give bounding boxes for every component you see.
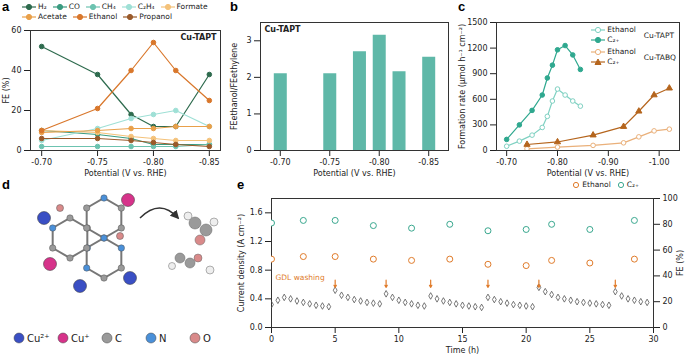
- svg-text:-0.70: -0.70: [31, 158, 52, 167]
- svg-text:0: 0: [482, 146, 487, 155]
- html-text:e: e: [237, 177, 245, 192]
- svg-text:900: 900: [472, 69, 487, 78]
- html-text:c: c: [458, 0, 466, 14]
- svg-text:1200: 1200: [467, 44, 487, 53]
- svg-text:60: 60: [663, 246, 673, 255]
- svg-text:20: 20: [11, 106, 21, 115]
- html-text:Formate: Formate: [176, 2, 208, 11]
- svg-text:25: 25: [585, 335, 595, 344]
- svg-text:600: 600: [472, 95, 487, 104]
- svg-text:GDL washing: GDL washing: [276, 273, 325, 282]
- svg-text:20: 20: [663, 297, 673, 306]
- svg-text:-0.70: -0.70: [496, 158, 517, 167]
- html-text:Propanol: Propanol: [139, 12, 172, 21]
- svg-text:30: 30: [648, 335, 658, 344]
- svg-text:5: 5: [333, 335, 338, 344]
- html-text:Ethanol: Ethanol: [607, 25, 636, 34]
- svg-text:Cu-TAPT: Cu-TAPT: [265, 25, 302, 34]
- svg-text:0: 0: [16, 146, 21, 155]
- svg-text:-0.70: -0.70: [270, 158, 291, 167]
- html-text:C₂H₄: C₂H₄: [137, 2, 155, 11]
- html-text:b: b: [230, 0, 238, 14]
- svg-text:80: 80: [663, 220, 673, 229]
- html-text:d: d: [2, 177, 10, 192]
- svg-text:-0.80: -0.80: [143, 158, 164, 167]
- svg-text:1.2: 1.2: [250, 237, 263, 246]
- svg-text:0: 0: [663, 323, 668, 332]
- svg-text:20: 20: [521, 335, 531, 344]
- svg-text:-0.85: -0.85: [418, 158, 439, 167]
- svg-text:300: 300: [472, 120, 487, 129]
- html-text:H₂: H₂: [38, 2, 47, 11]
- svg-text:Cu²⁺: Cu²⁺: [27, 333, 50, 344]
- svg-text:0.8: 0.8: [250, 266, 263, 275]
- html-text:Acetate: Acetate: [38, 12, 67, 21]
- svg-text:Potential (V vs. RHE): Potential (V vs. RHE): [313, 169, 395, 178]
- html-text:Cu-TAPT: Cu-TAPT: [643, 30, 675, 40]
- svg-text:-0.90: -0.90: [598, 158, 619, 167]
- html-text:Cu-TABQ: Cu-TABQ: [643, 52, 676, 62]
- html-text:CO: CO: [68, 2, 80, 11]
- html-text:C₂₊: C₂₊: [626, 180, 639, 189]
- svg-text:100: 100: [663, 194, 678, 203]
- svg-text:Time (h): Time (h): [445, 346, 479, 355]
- svg-text:1500: 1500: [467, 18, 487, 27]
- svg-text:Cu-TAPT: Cu-TAPT: [180, 33, 217, 42]
- html-text:C₂₊: C₂₊: [607, 35, 620, 44]
- svg-text:O: O: [203, 333, 211, 344]
- svg-text:FE (%): FE (%): [2, 77, 11, 103]
- svg-text:Current density (A cm⁻²): Current density (A cm⁻²): [237, 214, 246, 312]
- svg-text:-0.80: -0.80: [369, 158, 390, 167]
- svg-text:0.0: 0.0: [250, 323, 263, 332]
- svg-text:C: C: [115, 333, 122, 344]
- svg-text:Potential (V vs. RHE): Potential (V vs. RHE): [84, 169, 166, 178]
- svg-text:60: 60: [11, 26, 21, 35]
- html-text:Ethanol: Ethanol: [607, 47, 636, 56]
- svg-text:-1.00: -1.00: [649, 158, 670, 167]
- html-text:a: a: [2, 0, 10, 14]
- svg-text:N: N: [159, 333, 166, 344]
- svg-text:1.6: 1.6: [250, 208, 263, 217]
- svg-text:-0.80: -0.80: [547, 158, 568, 167]
- svg-text:40: 40: [11, 66, 21, 75]
- svg-text:2: 2: [246, 73, 251, 82]
- svg-text:0.4: 0.4: [250, 294, 263, 303]
- svg-text:1: 1: [246, 109, 251, 118]
- svg-text:-0.75: -0.75: [87, 158, 108, 167]
- html-text:Ethanol: Ethanol: [582, 180, 611, 189]
- svg-text:40: 40: [663, 271, 673, 280]
- html-text:C₂₊: C₂₊: [607, 57, 620, 66]
- svg-text:0: 0: [269, 335, 274, 344]
- svg-text:10: 10: [394, 335, 404, 344]
- html-text:Ethanol: Ethanol: [88, 12, 118, 21]
- svg-text:FEethanol/FEethylene: FEethanol/FEethylene: [230, 43, 239, 130]
- svg-text:-0.75: -0.75: [319, 158, 340, 167]
- svg-text:3: 3: [246, 36, 251, 45]
- svg-text:FE (%): FE (%): [676, 250, 685, 276]
- svg-text:Potential (V vs. RHE): Potential (V vs. RHE): [547, 169, 629, 178]
- svg-text:-0.85: -0.85: [199, 158, 220, 167]
- svg-text:0: 0: [246, 146, 251, 155]
- svg-text:Formation rate (μmol h⁻¹ cm⁻²): Formation rate (μmol h⁻¹ cm⁻²): [458, 24, 467, 149]
- svg-text:15: 15: [457, 335, 467, 344]
- html-text:CH₄: CH₄: [101, 2, 116, 11]
- svg-text:Cu⁺: Cu⁺: [71, 333, 90, 344]
